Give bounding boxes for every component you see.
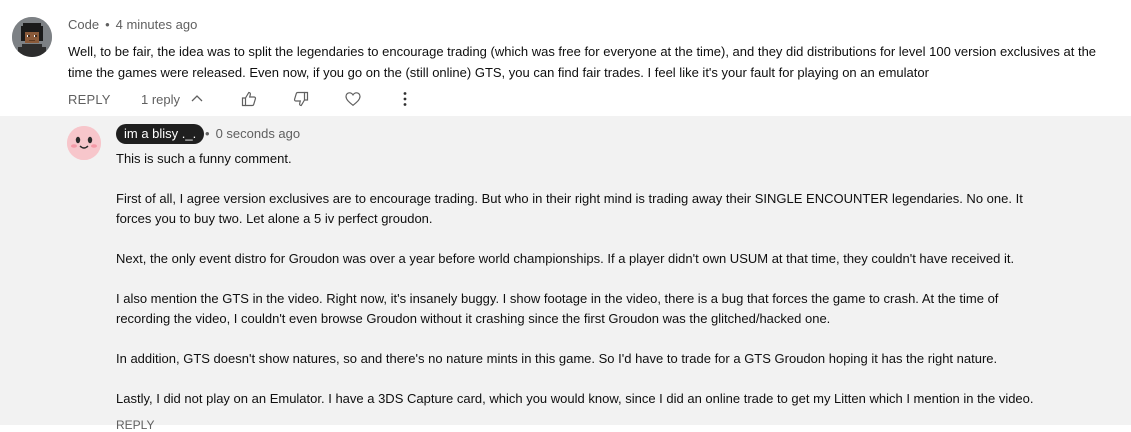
- chevron-up-icon: [191, 95, 203, 102]
- dislike-button[interactable]: [292, 88, 310, 110]
- meta-separator: •: [205, 126, 210, 141]
- thumbs-up-icon: [241, 91, 257, 107]
- reply-actions-clipped[interactable]: REPLY: [116, 418, 154, 432]
- meta-separator: •: [105, 17, 110, 32]
- reply-button-label[interactable]: REPLY: [116, 418, 155, 432]
- reply-button[interactable]: REPLY: [68, 88, 111, 110]
- reply-timestamp[interactable]: 0 seconds ago: [215, 126, 301, 141]
- replies-count: 1 reply: [141, 91, 181, 107]
- reply-paragraph: Next, the only event distro for Groudon …: [116, 251, 1015, 266]
- replies-toggle-button[interactable]: 1 reply: [141, 88, 205, 110]
- reply-button-label: REPLY: [68, 91, 111, 107]
- comment-meta: Code • 4 minutes ago: [68, 17, 197, 32]
- pixel-avatar-icon: [12, 17, 52, 57]
- more-options-button[interactable]: [396, 88, 414, 110]
- heart-button[interactable]: [344, 88, 362, 110]
- comment: Code • 4 minutes ago Well, to be fair, the…: [0, 0, 1131, 116]
- reply-paragraph: This is such a funny comment.: [116, 151, 292, 166]
- comment-text: Well, to be fair, the idea was to split …: [68, 44, 1097, 80]
- reply-paragraph: I also mention the GTS in the video. Rig…: [116, 291, 999, 326]
- smiley-avatar-icon: [67, 126, 101, 160]
- reply-meta: • 0 seconds ago: [205, 126, 300, 141]
- reply-paragraph: In addition, GTS doesn't show natures, s…: [116, 351, 998, 366]
- reply-paragraph: Lastly, I did not play on an Emulator. I…: [116, 391, 1034, 406]
- more-vert-icon: [403, 92, 407, 106]
- reply-author-chip[interactable]: im a blisy ._.: [116, 124, 205, 144]
- reply-thread: [0, 116, 1131, 425]
- comment-timestamp[interactable]: 4 minutes ago: [115, 17, 198, 32]
- like-button[interactable]: [240, 88, 258, 110]
- thumbs-down-icon: [293, 91, 309, 107]
- reply-paragraph: First of all, I agree version exclusives…: [116, 191, 1023, 226]
- comment-author[interactable]: Code: [68, 17, 100, 32]
- reply-avatar[interactable]: [67, 126, 101, 160]
- avatar[interactable]: [12, 17, 52, 57]
- heart-icon: [345, 92, 361, 107]
